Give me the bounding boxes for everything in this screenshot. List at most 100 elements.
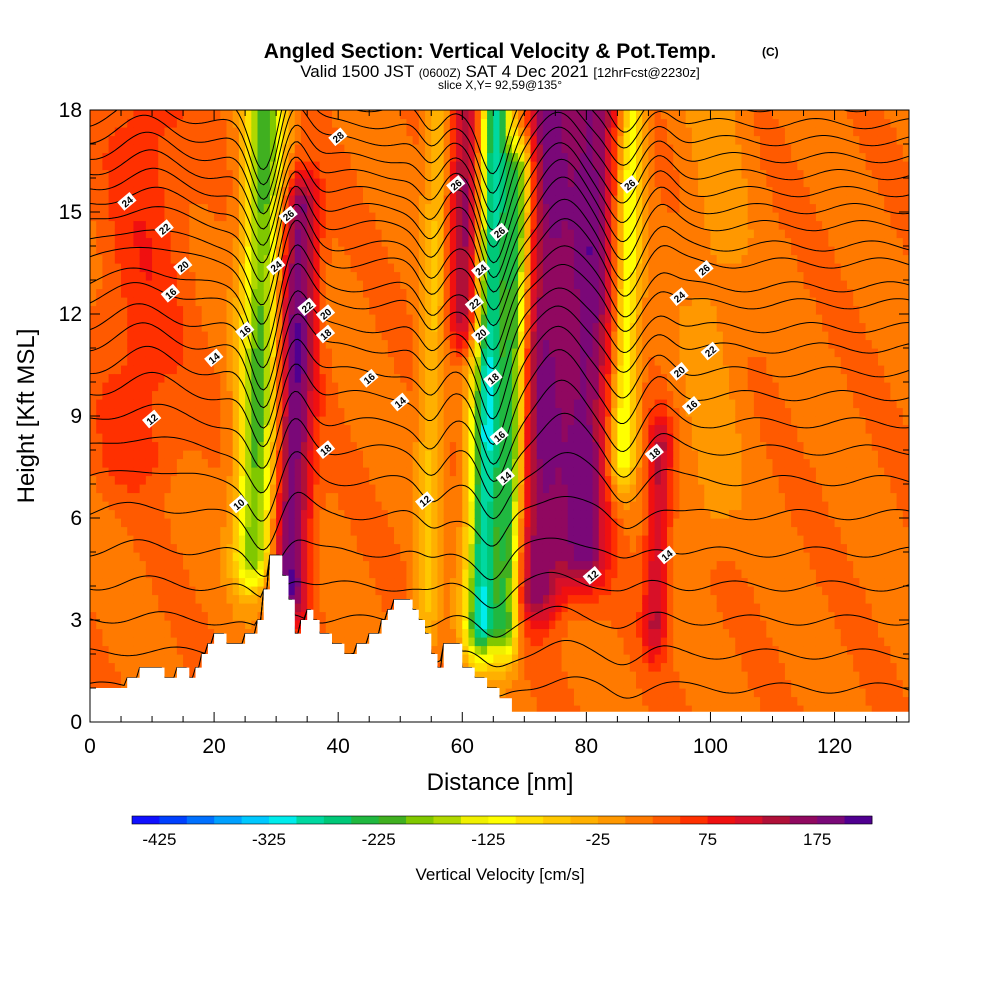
velocity-cell — [487, 543, 494, 553]
velocity-cell — [375, 492, 383, 502]
velocity-cell — [176, 569, 184, 579]
velocity-cell — [133, 441, 141, 451]
velocity-cell — [232, 611, 240, 621]
velocity-cell — [121, 186, 128, 196]
velocity-cell — [96, 560, 103, 570]
velocity-cell — [300, 297, 308, 307]
velocity-cell — [294, 390, 302, 400]
velocity-cell — [96, 467, 103, 477]
velocity-cell — [245, 518, 252, 528]
velocity-cell — [480, 552, 488, 562]
velocity-cell — [307, 348, 314, 358]
velocity-cell — [511, 144, 519, 154]
velocity-cell — [369, 280, 376, 290]
velocity-cell — [145, 569, 153, 579]
velocity-cell — [369, 220, 376, 230]
velocity-cell — [511, 297, 519, 307]
velocity-cell — [226, 603, 234, 613]
velocity-cell — [344, 407, 352, 417]
velocity-cell — [493, 356, 501, 366]
velocity-cell — [443, 492, 451, 502]
velocity-cell — [269, 212, 277, 222]
velocity-cell — [344, 586, 352, 596]
velocity-cell — [369, 356, 376, 366]
velocity-cell — [294, 178, 302, 188]
velocity-cell — [201, 365, 209, 375]
velocity-cell — [356, 186, 364, 196]
velocity-cell — [412, 161, 420, 171]
velocity-cell — [356, 586, 364, 596]
velocity-cell — [226, 186, 234, 196]
velocity-cell — [307, 314, 314, 324]
velocity-cell — [518, 696, 525, 706]
velocity-cell — [307, 246, 314, 256]
subtitle-zulu: (0600Z) — [419, 66, 461, 80]
velocity-cell — [220, 348, 228, 358]
velocity-cell — [158, 195, 166, 205]
velocity-cell — [493, 620, 501, 630]
velocity-cell — [257, 305, 265, 315]
velocity-cell — [294, 441, 302, 451]
velocity-cell — [90, 679, 97, 689]
velocity-cell — [406, 118, 414, 128]
velocity-cell — [121, 263, 128, 273]
velocity-cell — [108, 416, 116, 426]
velocity-cell — [344, 620, 352, 630]
velocity-cell — [226, 407, 234, 417]
velocity-cell — [505, 118, 513, 128]
velocity-cell — [251, 382, 259, 392]
velocity-cell — [480, 280, 488, 290]
velocity-cell — [356, 305, 364, 315]
velocity-cell — [195, 620, 203, 630]
velocity-cell — [505, 365, 513, 375]
velocity-cell — [499, 679, 507, 689]
velocity-cell — [108, 586, 116, 596]
velocity-cell — [201, 178, 209, 188]
velocity-cell — [183, 467, 190, 477]
velocity-cell — [313, 416, 321, 426]
velocity-cell — [456, 433, 463, 443]
velocity-cell — [511, 229, 519, 239]
velocity-cell — [195, 407, 203, 417]
velocity-cell — [251, 356, 259, 366]
velocity-cell — [400, 161, 408, 171]
velocity-cell — [282, 356, 290, 366]
velocity-cell — [96, 348, 103, 358]
velocity-cell — [108, 433, 116, 443]
velocity-cell — [456, 484, 463, 494]
velocity-cell — [443, 314, 451, 324]
velocity-cell — [282, 399, 290, 409]
velocity-cell — [220, 365, 228, 375]
velocity-cell — [369, 161, 376, 171]
velocity-cell — [356, 475, 364, 485]
velocity-cell — [462, 237, 470, 247]
velocity-cell — [96, 144, 103, 154]
velocity-cell — [114, 178, 122, 188]
velocity-cell — [164, 603, 172, 613]
velocity-cell — [214, 186, 221, 196]
velocity-cell — [288, 569, 296, 579]
velocity-cell — [313, 297, 321, 307]
velocity-cell — [300, 603, 308, 613]
velocity-cell — [170, 203, 178, 213]
velocity-cell — [499, 492, 507, 502]
velocity-cell — [294, 135, 302, 145]
velocity-cell — [282, 560, 290, 570]
velocity-cell — [238, 603, 246, 613]
velocity-cell — [251, 577, 259, 587]
velocity-cell — [232, 365, 240, 375]
velocity-cell — [418, 603, 426, 613]
velocity-cell — [238, 586, 246, 596]
velocity-cell — [189, 509, 197, 519]
velocity-cell — [189, 203, 197, 213]
velocity-cell — [468, 152, 476, 162]
velocity-cell — [294, 220, 302, 230]
velocity-cell — [133, 127, 141, 137]
velocity-cell — [387, 169, 395, 179]
velocity-cell — [164, 237, 172, 247]
velocity-cell — [220, 407, 228, 417]
velocity-cell — [474, 169, 482, 179]
velocity-cell — [387, 458, 395, 468]
velocity-cell — [226, 569, 234, 579]
velocity-cell — [232, 288, 240, 298]
